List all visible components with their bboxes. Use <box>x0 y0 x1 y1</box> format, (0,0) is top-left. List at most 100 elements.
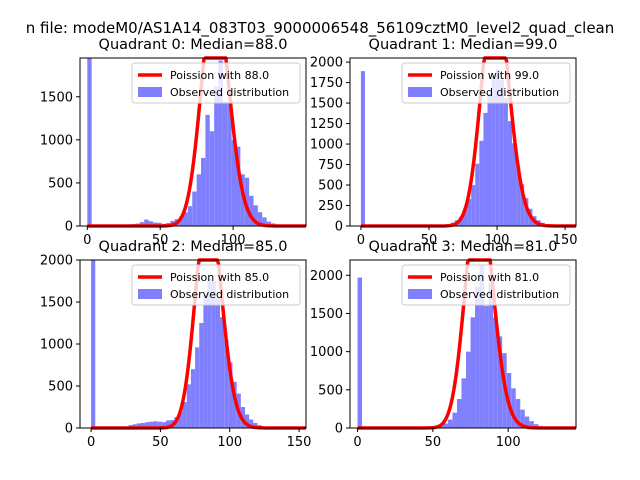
histogram-bar <box>91 260 96 428</box>
x-tick-label: 100 <box>496 435 521 450</box>
histogram-bar <box>220 317 225 428</box>
histogram-bar <box>253 422 258 428</box>
legend-bar-swatch <box>408 289 432 299</box>
axes-frame <box>349 57 577 227</box>
histogram-bar <box>186 384 191 428</box>
histogram-bar <box>475 163 480 226</box>
histogram-bar <box>452 412 457 428</box>
legend-bar-swatch <box>138 289 162 299</box>
histogram-bar <box>249 195 254 226</box>
panel-1: 0 50 100 150025050075010001250150017502000Q… <box>310 37 578 248</box>
histogram-bar <box>165 420 171 428</box>
histogram-bar <box>471 185 476 226</box>
histogram-bar <box>249 419 254 428</box>
histogram-bar <box>149 421 154 428</box>
legend-frame <box>131 62 301 104</box>
histogram-bar <box>144 219 149 226</box>
histogram-bar <box>183 212 188 226</box>
histogram-bar <box>475 286 480 428</box>
figure-suptitle: n file: modeM0/AS1A14_083T03_9000006548_… <box>26 19 615 38</box>
legend-frame <box>131 264 301 306</box>
legend-label-poisson: Poission with 85.0 <box>170 271 269 284</box>
histogram-bar <box>463 208 468 226</box>
y-tick-label: 0 <box>65 422 73 437</box>
histogram-bar <box>488 282 494 428</box>
histogram-bar <box>467 198 472 226</box>
histogram-bar <box>497 336 503 428</box>
y-tick-label: 500 <box>48 176 73 191</box>
y-tick-label: 0 <box>65 220 73 235</box>
y-tick-label: 2000 <box>310 269 343 284</box>
histogram-bar <box>196 174 202 226</box>
y-tick-label: 1500 <box>40 90 73 105</box>
histogram-bar <box>218 60 223 227</box>
histogram-bar <box>201 157 206 226</box>
y-tick-label: 0 <box>335 422 343 437</box>
legend: Poission with 99.0 Observed distribution <box>401 62 571 104</box>
legend-label-poisson: Poission with 88.0 <box>170 69 269 82</box>
histogram-bar <box>443 423 448 428</box>
y-tick-label: 1750 <box>310 76 343 91</box>
histogram-bar <box>524 198 529 226</box>
panel-title: Quadrant 1: Median=99.0 <box>369 37 558 53</box>
histogram-bar <box>179 216 184 226</box>
histogram-bar <box>487 93 492 227</box>
x-tick-label: 150 <box>287 435 312 450</box>
histogram-bar <box>211 281 216 428</box>
x-tick-label: 50 <box>425 435 442 450</box>
legend-frame <box>401 62 571 104</box>
histogram-bar <box>357 277 363 428</box>
histogram-bar <box>529 421 534 428</box>
histogram-bar <box>507 121 513 226</box>
histogram-bar <box>479 140 484 226</box>
histogram-bar <box>360 71 365 226</box>
histogram-bar <box>244 177 250 226</box>
y-tick-label: 2000 <box>310 56 343 71</box>
histogram-bar <box>244 414 250 428</box>
histogram-bar <box>145 422 150 428</box>
histogram-bar <box>236 146 241 226</box>
x-tick-label: 150 <box>553 233 578 248</box>
histogram-bar <box>224 339 229 428</box>
legend-bar-swatch <box>408 87 432 97</box>
histogram-bar <box>209 131 215 226</box>
y-tick-label: 1500 <box>40 296 73 311</box>
y-tick-label: 1500 <box>310 97 343 112</box>
y-tick-label: 1000 <box>310 345 343 360</box>
axes-frame <box>349 259 577 429</box>
histogram-bar <box>139 222 145 226</box>
histogram-bar <box>491 76 496 226</box>
histogram-bar <box>199 323 204 428</box>
histogram-bar <box>266 221 272 226</box>
histogram-bar <box>512 143 517 226</box>
y-tick-label: 750 <box>318 158 343 173</box>
histogram-bar <box>461 378 467 428</box>
histogram-bar <box>205 114 210 226</box>
histogram-bar <box>503 98 508 226</box>
x-tick-label: 50 <box>152 233 169 248</box>
histogram-bar <box>190 369 196 428</box>
legend-frame <box>401 264 571 306</box>
axes-frame <box>79 57 307 227</box>
x-tick-label: 100 <box>485 233 510 248</box>
histogram-bar <box>161 422 166 428</box>
y-tick-label: 1000 <box>40 133 73 148</box>
histogram-bar <box>511 388 516 428</box>
histogram-bar <box>148 221 153 226</box>
x-tick-label: 0 <box>353 435 361 450</box>
x-tick-label: 0 <box>87 435 95 450</box>
histogram-bar <box>257 212 263 226</box>
legend: Poission with 88.0 Observed distribution <box>131 62 301 104</box>
histogram-bar <box>178 411 183 428</box>
x-tick-label: 0 <box>83 233 91 248</box>
legend: Poission with 85.0 Observed distribution <box>131 264 301 306</box>
histogram-bar <box>495 69 500 226</box>
histogram-bar <box>192 191 197 226</box>
histogram-bar <box>524 416 530 428</box>
histogram-bar <box>520 409 525 428</box>
histogram-bar <box>516 166 521 226</box>
histogram-bar <box>520 184 525 226</box>
histogram-bar <box>515 398 521 428</box>
histogram-bar <box>215 297 221 428</box>
